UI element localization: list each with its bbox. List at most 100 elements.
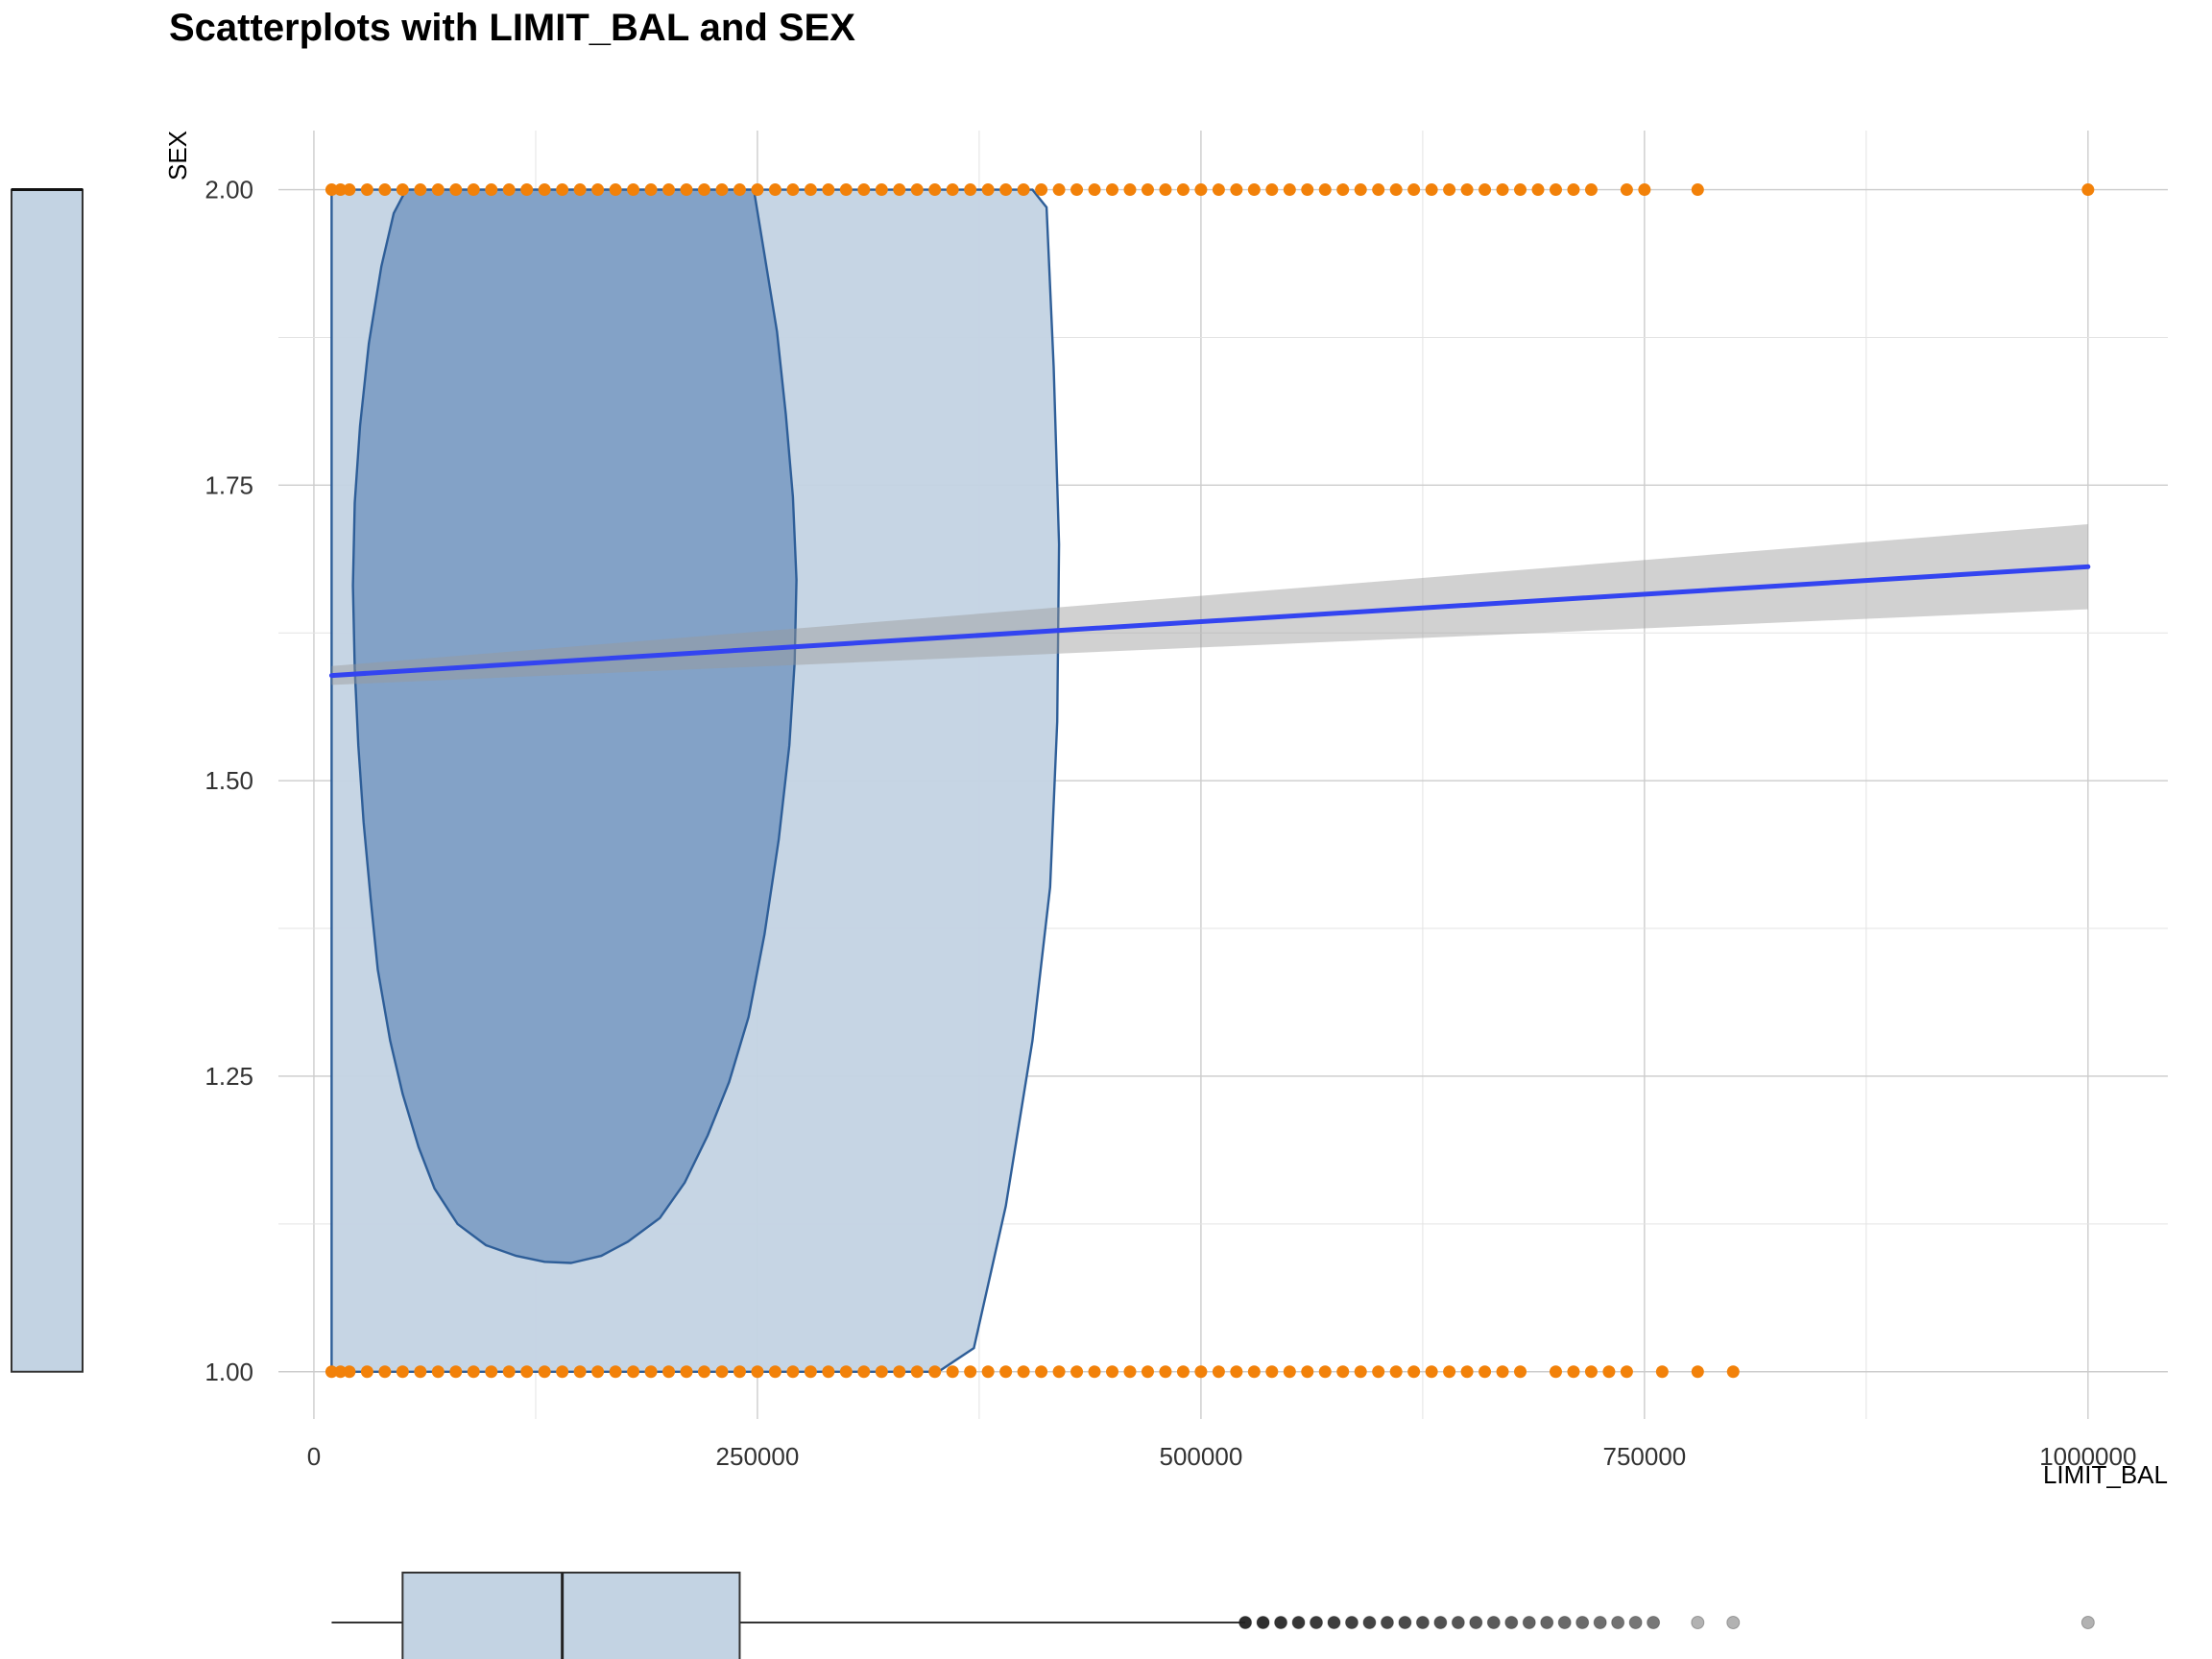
point-sex-1: [910, 1365, 924, 1379]
point-sex-2: [715, 183, 729, 197]
point-sex-2: [946, 183, 959, 197]
point-sex-2: [1425, 183, 1438, 197]
point-sex-2: [1638, 183, 1651, 197]
density-inner-contour: [351, 188, 798, 1264]
x-box-outlier: [2080, 1616, 2095, 1629]
point-sex-1: [1301, 1365, 1314, 1379]
point-sex-1: [1336, 1365, 1350, 1379]
point-sex-2: [999, 183, 1013, 197]
x-box-iqr: [401, 1572, 741, 1659]
point-sex-2: [1318, 183, 1332, 197]
point-sex-2: [1247, 183, 1261, 197]
point-sex-2: [1212, 183, 1225, 197]
x-box-outlier: [1691, 1616, 1705, 1629]
point-sex-2: [573, 183, 587, 197]
point-sex-2: [680, 183, 693, 197]
point-sex-2: [910, 183, 924, 197]
x-tick-label: 250000: [716, 1442, 800, 1471]
x-box-outlier: [1433, 1616, 1448, 1629]
point-sex-1: [378, 1365, 392, 1379]
point-sex-1: [609, 1365, 622, 1379]
point-sex-1: [334, 1365, 348, 1379]
point-sex-1: [1159, 1365, 1172, 1379]
point-sex-1: [999, 1365, 1013, 1379]
x-box-outlier: [1327, 1616, 1341, 1629]
point-sex-2: [1496, 183, 1509, 197]
point-sex-1: [1194, 1365, 1208, 1379]
marginal-x-boxplot: [331, 1572, 2095, 1659]
point-sex-2: [1567, 183, 1580, 197]
point-sex-1: [1514, 1365, 1527, 1379]
x-tick-label: 0: [307, 1442, 321, 1471]
point-sex-2: [556, 183, 569, 197]
point-sex-1: [1496, 1365, 1509, 1379]
point-sex-1: [414, 1365, 427, 1379]
point-sex-2: [1336, 183, 1350, 197]
point-sex-2: [1052, 183, 1066, 197]
point-sex-1: [1035, 1365, 1048, 1379]
point-sex-1: [538, 1365, 551, 1379]
point-sex-1: [485, 1365, 498, 1379]
point-sex-1: [1479, 1365, 1492, 1379]
density-layer: [330, 188, 1061, 1374]
y-tick-label: 1.75: [204, 470, 253, 499]
x-box-outlier: [1593, 1616, 1607, 1629]
point-sex-1: [1230, 1365, 1243, 1379]
point-sex-1: [1265, 1365, 1279, 1379]
x-box-outlier: [1238, 1616, 1253, 1629]
point-sex-2: [768, 183, 781, 197]
point-sex-2: [467, 183, 480, 197]
x-box-outlier: [1469, 1616, 1483, 1629]
point-sex-2: [1407, 183, 1421, 197]
point-sex-2: [1620, 183, 1633, 197]
x-box-outlier: [1415, 1616, 1430, 1629]
tick-label-layer: 0 250000 500000 750000 1000000 1.00 1.25 1.50 1.…: [204, 176, 2136, 1471]
point-sex-2: [1070, 183, 1084, 197]
point-sex-1: [573, 1365, 587, 1379]
x-box-outlier: [1575, 1616, 1590, 1629]
x-tick-label: 750000: [1602, 1442, 1686, 1471]
x-box-outlier: [1256, 1616, 1270, 1629]
point-sex-1: [556, 1365, 569, 1379]
point-sex-1: [768, 1365, 781, 1379]
point-sex-1: [1602, 1365, 1616, 1379]
point-sex-1: [697, 1365, 710, 1379]
point-sex-1: [662, 1365, 676, 1379]
point-sex-2: [1176, 183, 1190, 197]
x-box-outlier: [1398, 1616, 1412, 1629]
point-sex-1: [591, 1365, 605, 1379]
point-sex-2: [981, 183, 995, 197]
point-sex-1: [644, 1365, 658, 1379]
point-sex-2: [1531, 183, 1545, 197]
y-tick-label: 1.00: [204, 1358, 253, 1386]
chart-title: Scatterplots with LIMIT_BAL and SEX: [169, 7, 855, 49]
x-box-outlier: [1540, 1616, 1554, 1629]
x-box-outlier: [1486, 1616, 1501, 1629]
point-sex-1: [1017, 1365, 1030, 1379]
point-sex-1: [1389, 1365, 1403, 1379]
point-sex-2: [1479, 183, 1492, 197]
point-sex-1: [1584, 1365, 1598, 1379]
regression-layer: [328, 564, 2091, 679]
point-sex-2: [662, 183, 676, 197]
point-sex-1: [964, 1365, 977, 1379]
point-sex-1: [1052, 1365, 1066, 1379]
point-sex-2: [520, 183, 534, 197]
point-sex-2: [485, 183, 498, 197]
point-sex-2: [875, 183, 888, 197]
point-sex-1: [1655, 1365, 1669, 1379]
point-sex-2: [1549, 183, 1562, 197]
point-sex-1: [502, 1365, 516, 1379]
point-sex-1: [1141, 1365, 1154, 1379]
point-sex-1: [893, 1365, 906, 1379]
point-sex-2: [1088, 183, 1101, 197]
point-sex-1: [875, 1365, 888, 1379]
point-sex-1: [804, 1365, 817, 1379]
x-box-outlier: [1344, 1616, 1358, 1629]
point-sex-2: [627, 183, 640, 197]
point-sex-1: [343, 1365, 356, 1379]
point-sex-1: [786, 1365, 800, 1379]
point-sex-1: [325, 1365, 338, 1379]
x-box-outlier: [1380, 1616, 1394, 1629]
